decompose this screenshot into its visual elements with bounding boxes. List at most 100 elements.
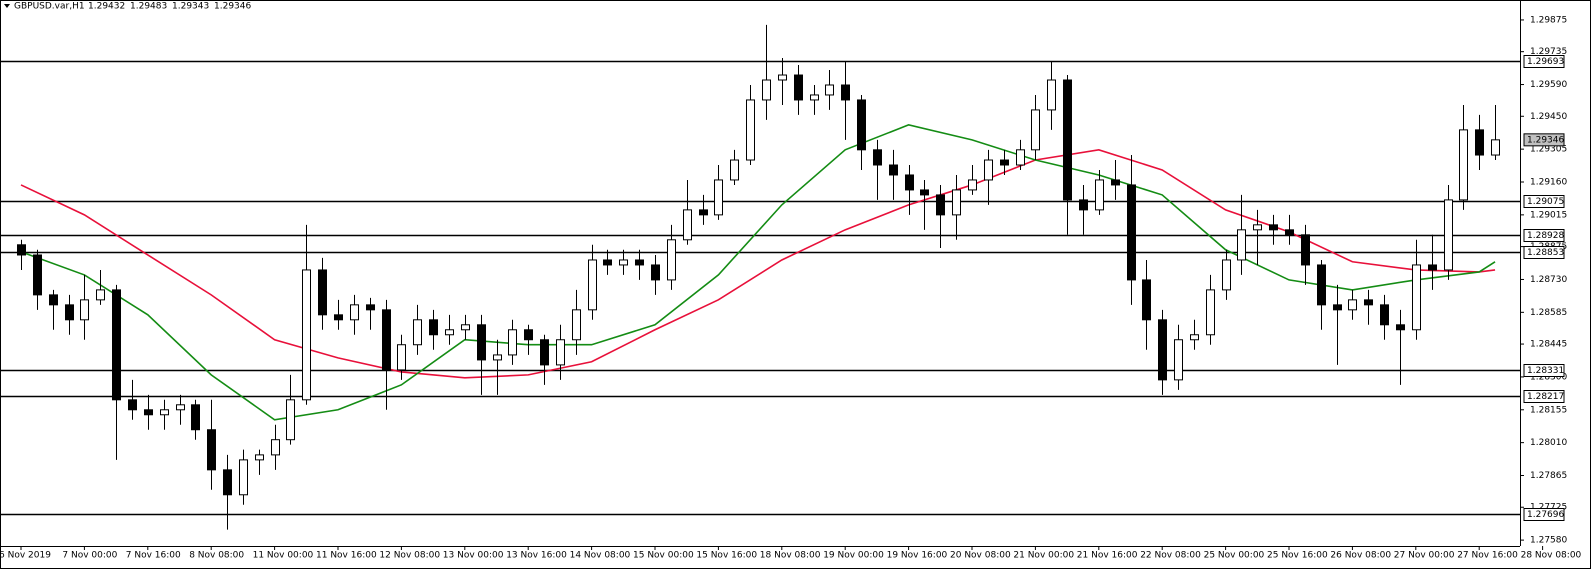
candle-body <box>1222 259 1231 291</box>
candle-body <box>350 304 359 321</box>
x-tick-label: 27 Nov 00:00 <box>1394 551 1455 561</box>
candle-body <box>1475 129 1484 156</box>
candle-body <box>65 304 74 321</box>
x-tick-label: 27 Nov 16:00 <box>1457 551 1518 561</box>
candle-body <box>1190 334 1199 341</box>
candle-body <box>33 254 42 296</box>
y-tick-label: 1.28010 <box>1530 438 1567 448</box>
y-tick-label: 1.28730 <box>1530 275 1567 285</box>
candle-body <box>1396 324 1405 331</box>
x-tick-label: 13 Nov 00:00 <box>443 551 504 561</box>
header-price: 1.29483 <box>130 2 167 12</box>
x-tick-label: 14 Nov 08:00 <box>570 551 631 561</box>
y-tick-label: 1.28155 <box>1530 405 1567 415</box>
candle-body <box>1031 109 1040 151</box>
level-label: 1.29693 <box>1527 57 1564 67</box>
x-tick-label: 26 Nov 08:00 <box>1330 551 1391 561</box>
candle-body <box>239 459 248 496</box>
x-tick-label: 21 Nov 16:00 <box>1077 551 1138 561</box>
candle-body <box>556 339 565 366</box>
x-tick-label: 22 Nov 08:00 <box>1140 551 1201 561</box>
candle-body <box>588 259 597 311</box>
x-tick-label: 15 Nov 00:00 <box>633 551 694 561</box>
candle-body <box>920 189 929 196</box>
candle-body <box>1380 304 1389 326</box>
level-label: 1.28853 <box>1527 248 1564 258</box>
candle-body <box>1301 234 1310 266</box>
candle-body <box>1079 199 1088 211</box>
x-tick-label: 8 Nov 08:00 <box>189 551 244 561</box>
y-tick-label: 1.28300 <box>1530 372 1567 382</box>
x-tick-label: 25 Nov 16:00 <box>1267 551 1328 561</box>
y-tick-label: 1.28585 <box>1530 308 1567 318</box>
candle-body <box>699 209 708 216</box>
x-tick-label: 20 Nov 08:00 <box>950 551 1011 561</box>
candle-body <box>160 409 169 416</box>
candle-body <box>619 259 628 266</box>
candle-body <box>1333 304 1342 311</box>
candle-body <box>271 439 280 456</box>
candle-body <box>223 469 232 496</box>
candle-body <box>603 259 612 266</box>
candle-body <box>984 159 993 181</box>
candle-body <box>1047 79 1056 111</box>
x-tick-label: 7 Nov 16:00 <box>126 551 181 561</box>
y-tick-label: 1.28445 <box>1530 340 1567 350</box>
x-tick-label: 18 Nov 08:00 <box>760 551 821 561</box>
candle-body <box>176 404 185 411</box>
candle-body <box>905 174 914 191</box>
candle-body <box>461 324 470 331</box>
candle-body <box>1285 229 1294 236</box>
header-price: 1.29432 <box>88 2 125 12</box>
candle-body <box>191 404 200 431</box>
candle-body <box>1063 79 1072 201</box>
y-tick-label: 1.29735 <box>1530 47 1567 57</box>
candle-body <box>477 324 486 361</box>
candle-body <box>397 344 406 371</box>
candle-body <box>255 454 264 461</box>
level-label-box <box>1523 390 1565 403</box>
candle-body <box>651 264 660 281</box>
candle-body <box>1158 319 1167 381</box>
candle-body <box>1364 299 1373 306</box>
candle-body <box>1269 224 1278 231</box>
candle-body <box>49 294 58 306</box>
header-price: 1.29343 <box>172 2 209 12</box>
candle-body <box>714 179 723 216</box>
candle-body <box>857 99 866 151</box>
candle-body <box>635 259 644 266</box>
candle-body <box>1111 179 1120 186</box>
y-tick-label: 1.29160 <box>1530 178 1567 188</box>
header-price: 1.29346 <box>214 2 251 12</box>
candle-body <box>96 289 105 301</box>
level-label-box <box>1523 364 1565 377</box>
candle-body <box>841 84 850 101</box>
candle-body <box>1459 129 1468 201</box>
menu-arrow[interactable] <box>4 4 10 8</box>
y-tick-label: 1.29590 <box>1530 80 1567 90</box>
candle-body <box>762 79 771 101</box>
candle-body <box>1000 159 1009 166</box>
candle-body <box>366 304 375 311</box>
level-label-box <box>1523 55 1565 68</box>
candle-body <box>540 339 549 366</box>
x-tick-label: 12 Nov 08:00 <box>379 551 440 561</box>
level-label: 1.28928 <box>1527 231 1564 241</box>
candle-body <box>1253 224 1262 231</box>
candle-body <box>889 164 898 176</box>
candle-body <box>667 239 676 281</box>
candle-body <box>334 314 343 321</box>
x-tick-label: 19 Nov 00:00 <box>823 551 884 561</box>
y-tick-label: 1.27580 <box>1530 536 1567 546</box>
candle-body <box>128 399 137 411</box>
candle-body <box>1142 279 1151 321</box>
x-tick-label: 19 Nov 16:00 <box>887 551 948 561</box>
candle-body <box>1348 299 1357 311</box>
x-tick-label: 21 Nov 00:00 <box>1013 551 1074 561</box>
candle-body <box>524 329 533 341</box>
level-label: 1.28331 <box>1527 366 1564 376</box>
candle-body <box>445 329 454 336</box>
candle-body <box>17 244 26 256</box>
